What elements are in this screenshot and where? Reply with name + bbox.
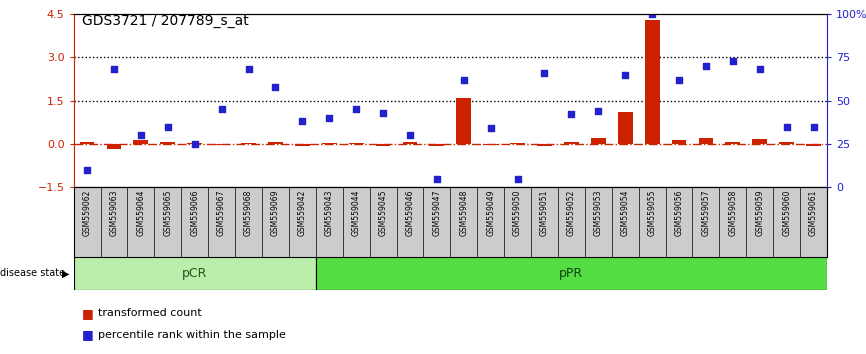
Bar <box>672 141 687 144</box>
Point <box>376 110 390 115</box>
Text: GSM559046: GSM559046 <box>405 189 415 236</box>
Point <box>134 132 148 138</box>
Text: GSM559051: GSM559051 <box>540 189 549 236</box>
Text: GSM559065: GSM559065 <box>164 189 172 236</box>
Bar <box>80 142 94 144</box>
Point <box>81 167 94 173</box>
Bar <box>753 139 767 144</box>
Text: ▶: ▶ <box>61 268 69 279</box>
Text: GSM559068: GSM559068 <box>244 189 253 236</box>
Bar <box>376 144 391 146</box>
Bar <box>107 144 121 149</box>
Point <box>349 106 363 112</box>
Text: pCR: pCR <box>182 267 207 280</box>
Point <box>618 72 632 78</box>
Text: transformed count: transformed count <box>98 308 202 318</box>
Text: GSM559047: GSM559047 <box>432 189 442 236</box>
Text: GSM559055: GSM559055 <box>648 189 656 236</box>
Text: percentile rank within the sample: percentile rank within the sample <box>98 330 286 339</box>
Point <box>322 115 336 121</box>
Bar <box>403 142 417 144</box>
Point <box>699 63 713 69</box>
Text: GSM559045: GSM559045 <box>378 189 388 236</box>
Bar <box>214 144 229 145</box>
Text: GSM559053: GSM559053 <box>594 189 603 236</box>
Bar <box>295 144 310 146</box>
Bar <box>160 142 175 144</box>
Bar <box>268 142 283 144</box>
Point <box>753 67 766 72</box>
Text: ■: ■ <box>82 307 98 320</box>
Bar <box>241 143 256 144</box>
Point <box>511 176 525 182</box>
Bar <box>699 138 714 144</box>
Point <box>268 84 282 90</box>
Point <box>107 67 121 72</box>
Point <box>484 125 498 131</box>
Point <box>779 124 793 130</box>
Point <box>215 106 229 112</box>
Text: GSM559061: GSM559061 <box>809 189 818 236</box>
Bar <box>806 144 821 145</box>
Text: GSM559058: GSM559058 <box>728 189 737 236</box>
Point <box>565 112 578 117</box>
Text: GSM559067: GSM559067 <box>217 189 226 236</box>
Text: GSM559043: GSM559043 <box>325 189 333 236</box>
Point <box>295 119 309 124</box>
Point <box>161 124 175 130</box>
Text: GSM559064: GSM559064 <box>136 189 145 236</box>
Bar <box>133 140 148 144</box>
Text: GSM559050: GSM559050 <box>513 189 522 236</box>
Point <box>403 132 417 138</box>
Bar <box>644 19 660 144</box>
Text: GSM559056: GSM559056 <box>675 189 683 236</box>
Bar <box>483 144 498 145</box>
Text: GSM559066: GSM559066 <box>191 189 199 236</box>
Text: GSM559054: GSM559054 <box>621 189 630 236</box>
Bar <box>322 143 337 144</box>
Text: ■: ■ <box>82 328 98 341</box>
Text: disease state: disease state <box>0 268 68 279</box>
Point <box>457 77 471 82</box>
Text: GSM559062: GSM559062 <box>82 189 92 236</box>
Bar <box>316 257 827 290</box>
Text: GDS3721 / 207789_s_at: GDS3721 / 207789_s_at <box>82 14 249 28</box>
Bar <box>617 112 633 144</box>
Point <box>726 58 740 63</box>
Bar <box>430 144 444 146</box>
Bar <box>726 142 740 144</box>
Text: GSM559052: GSM559052 <box>567 189 576 236</box>
Bar <box>564 142 578 144</box>
Text: GSM559063: GSM559063 <box>109 189 119 236</box>
Point <box>538 70 552 76</box>
Bar <box>187 143 202 144</box>
Bar <box>456 98 471 144</box>
Bar <box>591 138 605 144</box>
Bar <box>537 144 552 146</box>
Point <box>806 124 820 130</box>
Text: GSM559069: GSM559069 <box>271 189 280 236</box>
Point <box>430 176 443 182</box>
Point <box>672 77 686 82</box>
Text: GSM559059: GSM559059 <box>755 189 765 236</box>
Text: GSM559044: GSM559044 <box>352 189 360 236</box>
Bar <box>510 143 525 144</box>
Point <box>645 11 659 17</box>
Bar <box>74 257 316 290</box>
Text: GSM559060: GSM559060 <box>782 189 792 236</box>
Bar <box>779 142 794 144</box>
Point <box>242 67 255 72</box>
Point <box>188 141 202 147</box>
Text: pPR: pPR <box>559 267 584 280</box>
Bar <box>349 143 364 144</box>
Point <box>591 108 605 114</box>
Text: GSM559049: GSM559049 <box>486 189 495 236</box>
Text: GSM559057: GSM559057 <box>701 189 710 236</box>
Text: GSM559042: GSM559042 <box>298 189 307 236</box>
Text: GSM559048: GSM559048 <box>459 189 469 236</box>
